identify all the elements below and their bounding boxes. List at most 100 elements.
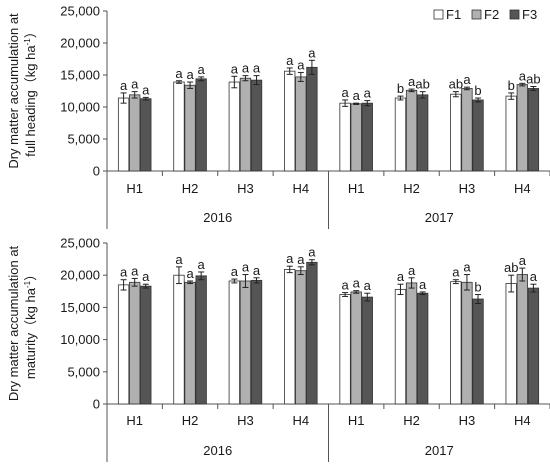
bar-f1: [339, 294, 351, 405]
chart-panel-full-heading: 0 5,000 10,000 15,000 20,000 25,000 Dry matter…: [6, 4, 550, 229]
category-label: H3: [459, 413, 476, 428]
category-label: H2: [182, 413, 199, 428]
y-tick-label: 0: [93, 397, 100, 412]
legend-label-f2: F2: [484, 7, 499, 22]
significance-letter: a: [186, 266, 194, 281]
bar-f1: [505, 283, 517, 405]
significance-letter: a: [242, 260, 250, 275]
y-axis-title-line2: full heading（kg ha-1）: [23, 25, 38, 156]
category-label: H2: [403, 413, 420, 428]
bar-f1: [228, 81, 240, 172]
significance-letter: a: [341, 278, 349, 293]
y-tick-label: 15,000: [60, 300, 100, 315]
bar-f3: [417, 292, 429, 405]
y-tick-label: 25,000: [60, 4, 100, 19]
category-label: H2: [403, 181, 420, 196]
bar-f1: [394, 97, 407, 172]
significance-letter: a: [308, 245, 316, 260]
significance-letter: a: [286, 53, 294, 68]
bar-f1: [339, 102, 351, 172]
significance-letter: a: [364, 86, 372, 101]
significance-letter: ab: [526, 72, 540, 87]
chart-panel-maturity: 0 5,000 10,000 15,000 20,000 25,000 Dry matter…: [6, 236, 550, 462]
y-tick-label: 10,000: [60, 100, 100, 115]
significance-letter: a: [408, 263, 416, 278]
bar-f3: [195, 275, 207, 405]
significance-letter: a: [452, 265, 460, 280]
y-tick-label: 0: [93, 164, 100, 179]
bar-f2: [239, 77, 252, 172]
y-tick-label: 20,000: [60, 268, 100, 283]
y-axis-title-line1: Dry matter accumulation at: [6, 245, 21, 401]
significance-letter: a: [308, 45, 316, 60]
legend-swatch-f2: [471, 9, 482, 20]
bar-f2: [239, 280, 252, 405]
y-tick-label: 10,000: [60, 332, 100, 347]
legend-swatch-f3: [509, 9, 520, 20]
bar-f3: [306, 66, 318, 172]
bar-f2: [350, 291, 362, 405]
significance-letter: a: [519, 253, 527, 268]
bar-f1: [505, 95, 517, 172]
y-axis-title-line2: maturity（kg ha-1）: [23, 268, 38, 379]
significance-letter: a: [364, 278, 372, 293]
significance-letter: a: [297, 57, 305, 72]
significance-letter: a: [397, 269, 405, 284]
category-label: H4: [514, 181, 531, 196]
y-tick-label: 5,000: [67, 364, 100, 379]
significance-letter: a: [353, 88, 361, 103]
significance-letter: a: [198, 62, 206, 77]
significance-letter: a: [231, 61, 239, 76]
bar-f2: [129, 94, 141, 172]
bar-f2: [184, 281, 196, 405]
bar-f1: [284, 70, 296, 172]
significance-letter: a: [519, 68, 527, 83]
significance-letter: a: [253, 61, 261, 76]
significance-letter: a: [175, 66, 183, 81]
category-label: H1: [348, 413, 365, 428]
significance-letter: ab: [415, 77, 429, 92]
significance-letter: a: [463, 72, 471, 87]
category-label: H2: [182, 181, 199, 196]
group-label: 2016: [203, 210, 232, 225]
bar-f3: [472, 298, 484, 405]
bar-f2: [405, 89, 418, 172]
bar-f3: [306, 261, 318, 405]
bar-f3: [250, 79, 263, 172]
category-label: H3: [237, 181, 254, 196]
bar-f2: [516, 84, 528, 172]
chart-legend: F1 F2 F3: [433, 7, 537, 22]
significance-letter: a: [186, 67, 194, 82]
bar-f1: [284, 269, 296, 405]
bar-f3: [417, 94, 429, 172]
significance-letter: a: [120, 265, 128, 280]
legend-label-f3: F3: [522, 7, 537, 22]
bar-f1: [450, 281, 462, 405]
significance-letter: a: [353, 276, 361, 291]
bar-f1: [394, 288, 407, 405]
y-axis-title-line1: Dry matter accumulation at: [6, 13, 21, 169]
group-label: 2017: [425, 443, 454, 458]
significance-letter: a: [131, 77, 139, 92]
group-label: 2016: [203, 443, 232, 458]
significance-letter: a: [175, 252, 183, 267]
significance-letter: a: [142, 269, 150, 284]
bar-f3: [195, 78, 207, 172]
significance-letter: a: [253, 263, 261, 278]
bar-f3: [361, 296, 373, 405]
category-label: H1: [126, 413, 143, 428]
bar-f2: [516, 274, 528, 405]
bar-f2: [129, 281, 141, 405]
category-label: H3: [459, 181, 476, 196]
significance-letter: ab: [449, 77, 463, 92]
bar-f2: [184, 84, 196, 172]
y-tick-label: 20,000: [60, 36, 100, 51]
category-label: H4: [514, 413, 531, 428]
bar-f3: [527, 287, 540, 405]
significance-letter: a: [198, 257, 206, 272]
bar-f2: [461, 281, 473, 405]
bar-f1: [173, 274, 185, 405]
bar-f2: [461, 88, 473, 172]
significance-letter: b: [474, 280, 481, 295]
